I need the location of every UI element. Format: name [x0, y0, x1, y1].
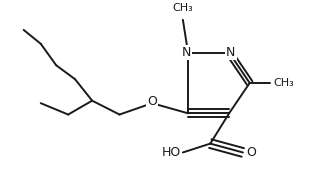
Text: O: O: [246, 146, 256, 159]
Text: CH₃: CH₃: [173, 4, 193, 14]
Text: N: N: [182, 46, 191, 59]
Text: N: N: [226, 46, 235, 59]
Text: HO: HO: [162, 146, 181, 159]
Text: O: O: [147, 95, 157, 108]
Text: CH₃: CH₃: [274, 78, 295, 88]
